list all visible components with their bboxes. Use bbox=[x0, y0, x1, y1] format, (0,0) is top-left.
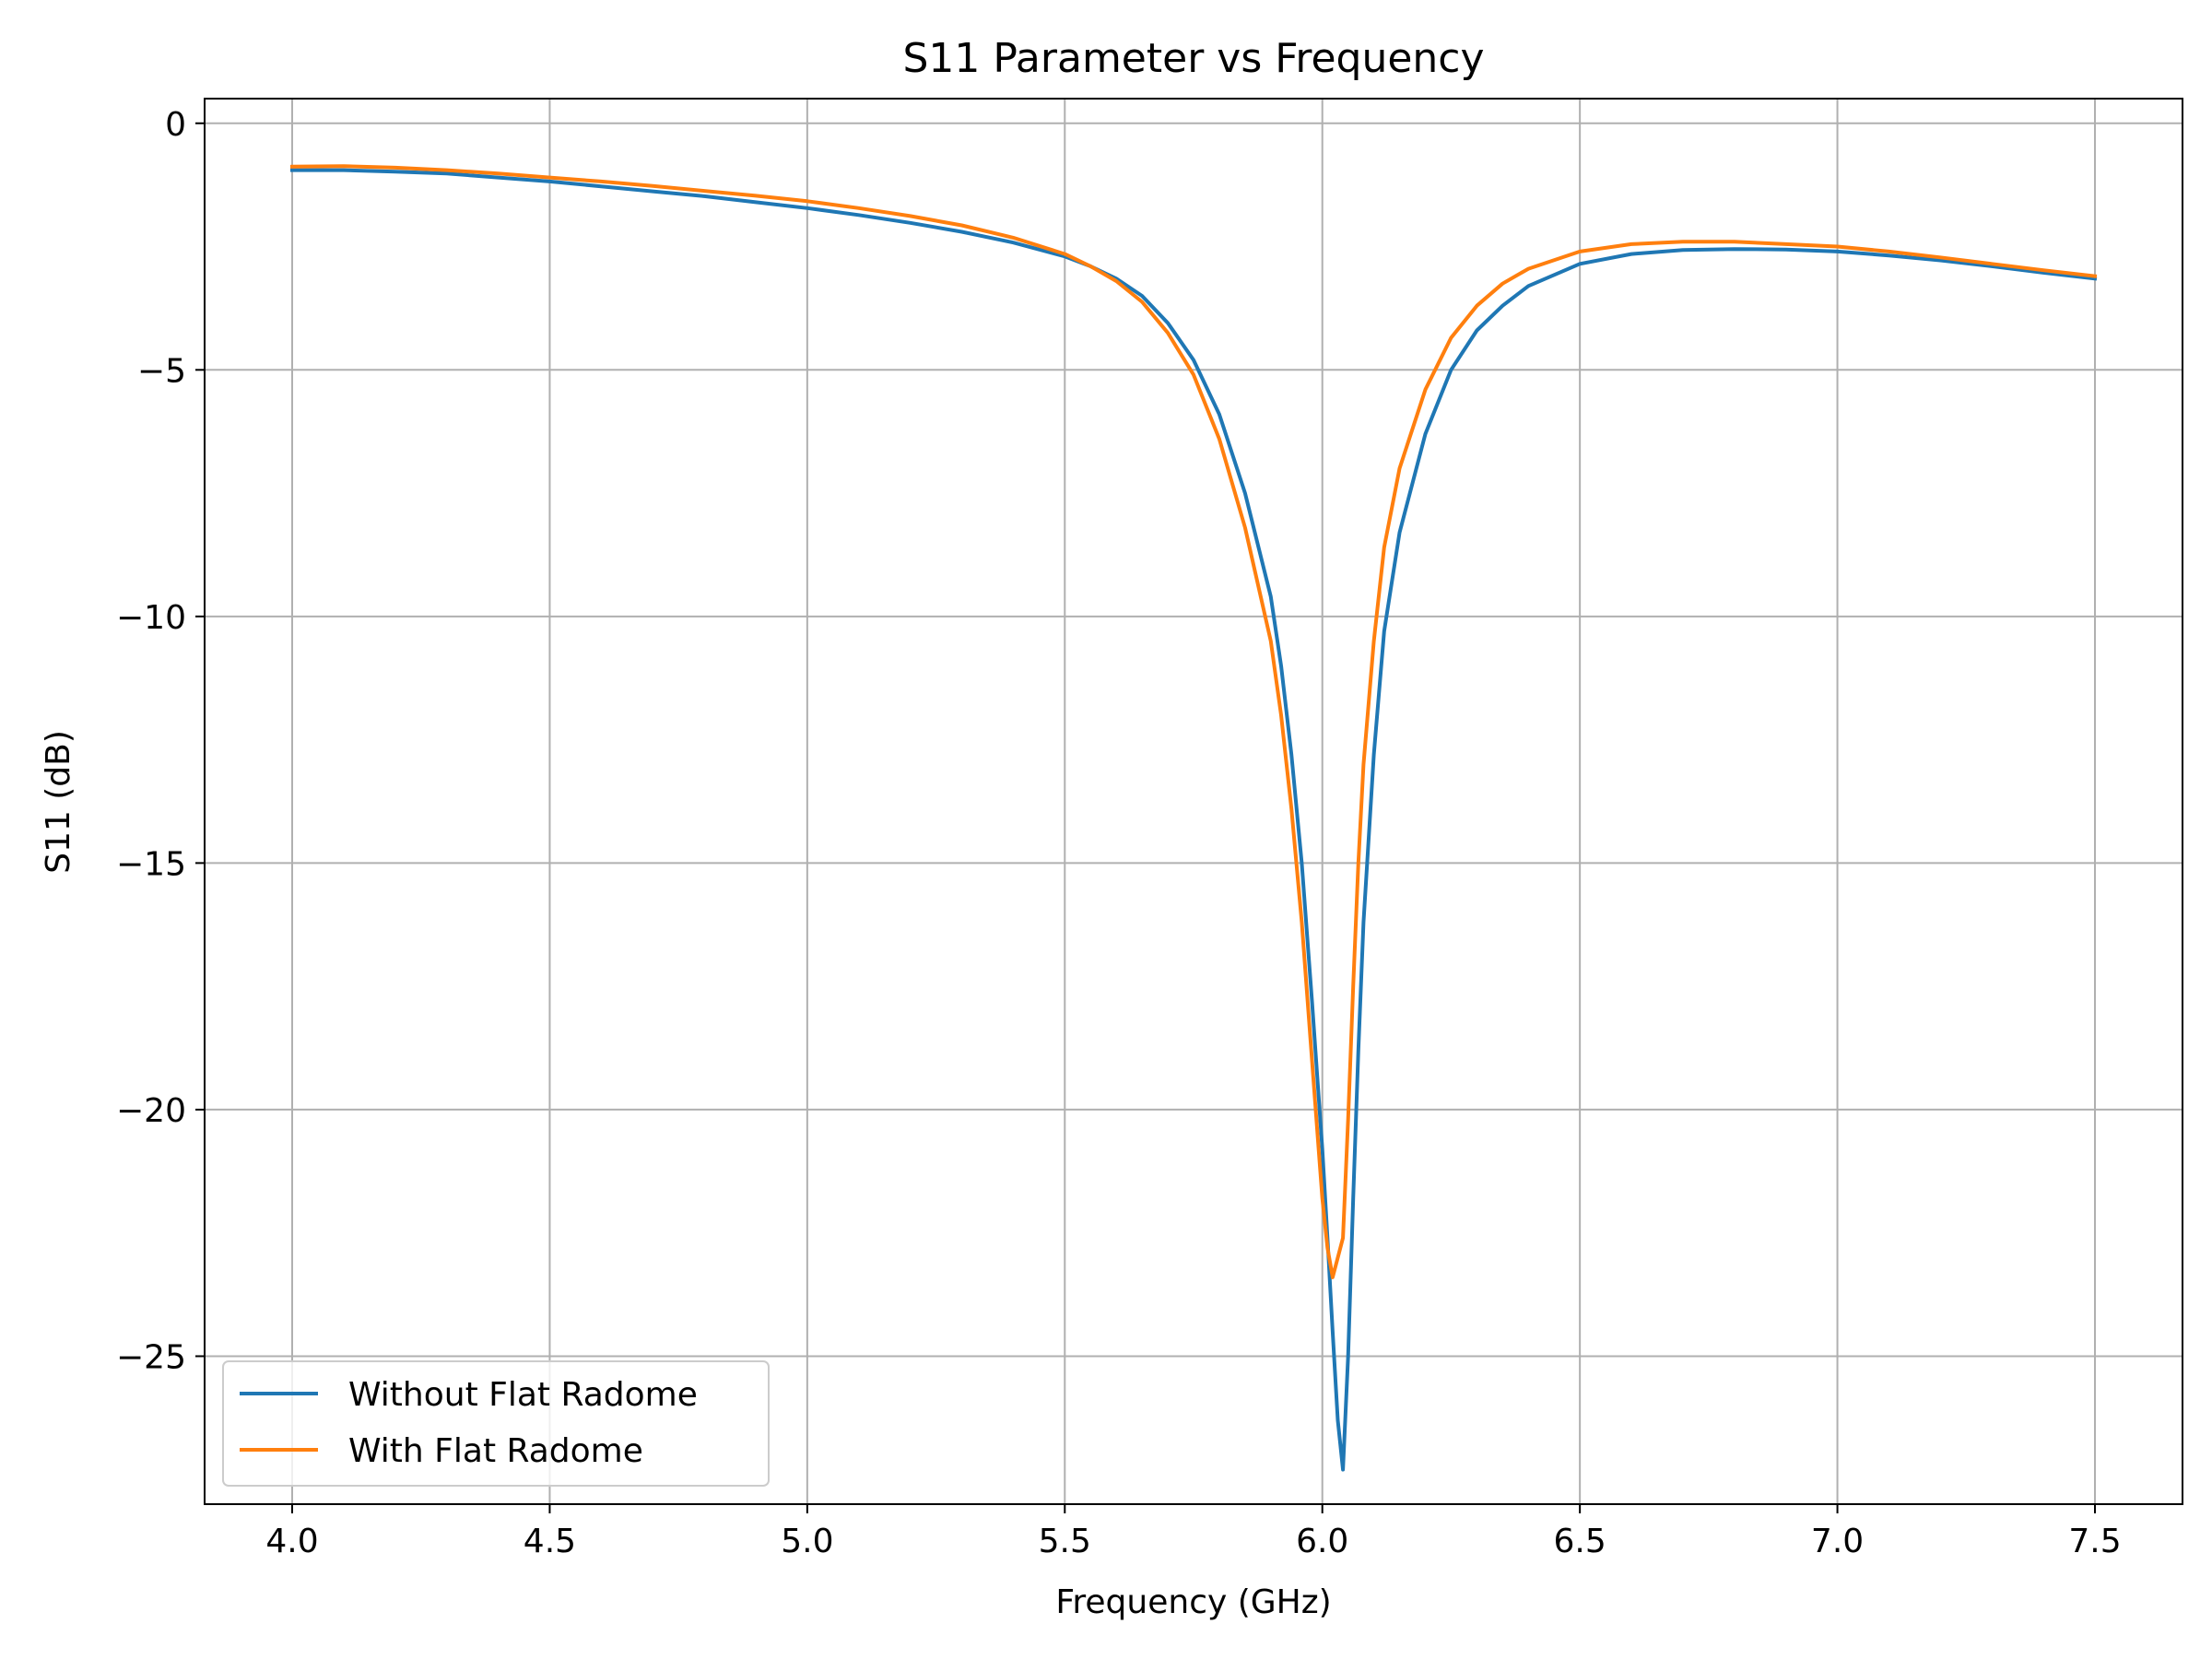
series-lines bbox=[289, 164, 2098, 1472]
y-tick-label: −25 bbox=[116, 1338, 186, 1376]
x-tick-label: 7.5 bbox=[2068, 1523, 2121, 1560]
chart-title: S11 Parameter vs Frequency bbox=[902, 35, 1484, 82]
x-tick-label: 6.0 bbox=[1296, 1523, 1348, 1560]
y-tick-label: −10 bbox=[116, 599, 186, 637]
x-tick-label: 5.0 bbox=[781, 1523, 833, 1560]
grid-lines bbox=[205, 99, 2183, 1504]
y-axis-label: S11 (dB) bbox=[40, 730, 77, 874]
legend-label-with-radome: With Flat Radome bbox=[348, 1432, 643, 1470]
legend-label-without-radome: Without Flat Radome bbox=[348, 1376, 698, 1414]
series-line-0 bbox=[290, 168, 2098, 1472]
y-tick-label: −20 bbox=[116, 1092, 186, 1130]
axis-ticks: 4.0 4.5 5.0 5.5 6.0 6.5 7.0 7.5 0 −5 −10 −15 −20 −25 bbox=[116, 106, 2122, 1560]
x-tick-label: 4.5 bbox=[524, 1523, 576, 1560]
x-tick-label: 7.0 bbox=[1811, 1523, 1864, 1560]
series-line-1 bbox=[289, 164, 2098, 1279]
y-tick-label: 0 bbox=[165, 106, 186, 144]
x-axis-label: Frequency (GHz) bbox=[1055, 1583, 1331, 1621]
x-tick-label: 5.5 bbox=[1039, 1523, 1091, 1560]
y-tick-label: −5 bbox=[137, 352, 186, 390]
y-tick-label: −15 bbox=[116, 845, 186, 883]
legend-box bbox=[222, 1360, 770, 1487]
x-tick-label: 4.0 bbox=[265, 1523, 318, 1560]
plot-frame bbox=[204, 98, 2183, 1505]
legend: Without Flat Radome With Flat Radome bbox=[222, 1360, 770, 1487]
x-tick-label: 6.5 bbox=[1554, 1523, 1606, 1560]
